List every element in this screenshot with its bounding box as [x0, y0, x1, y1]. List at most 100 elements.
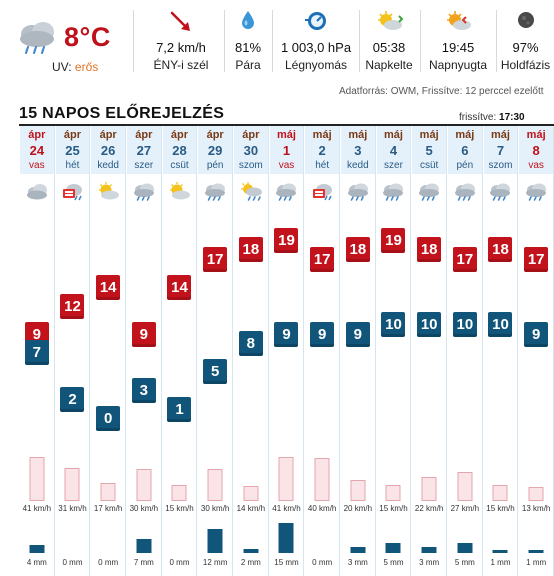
- forecast-day-column[interactable]: máj 8 vas 17 9 13 km/h 1 mm: [518, 126, 554, 576]
- humidity-value: 81%: [234, 40, 262, 55]
- rain-cloud-icon: [205, 183, 226, 201]
- rain-cloud-icon: [454, 183, 475, 201]
- updated-label: frissítve:: [459, 112, 497, 123]
- date-header: [519, 126, 553, 174]
- forecast-day-column[interactable]: ápr 24 vas 9 7 41 km/h 4 mm: [19, 126, 55, 576]
- forecast-weekday: szer: [134, 160, 154, 171]
- forecast-weekday: hét: [65, 160, 80, 171]
- low-temp-box: 10: [381, 312, 406, 338]
- forecast-month: ápr: [99, 129, 117, 141]
- forecast-day-column[interactable]: ápr 28 csüt 14 1 15 km/h 0 mm: [162, 126, 198, 576]
- uv-label: UV:: [52, 60, 72, 74]
- forecast-day-column[interactable]: máj 4 szer 19 10 15 km/h 5 mm: [376, 126, 412, 576]
- uv-value: erős: [74, 60, 99, 74]
- forecast-weekday: kedd: [97, 160, 119, 171]
- forecast-day-column[interactable]: ápr 30 szom 18 8 14 km/h 2 mm: [233, 126, 269, 576]
- forecast-weekday: pén: [456, 160, 474, 171]
- precipitation-label: 2 mm: [240, 558, 261, 567]
- column-divider: [445, 126, 447, 576]
- low-temp-box: 3: [131, 377, 156, 403]
- high-temp-box: 18: [417, 237, 442, 263]
- forecast-month: ápr: [206, 129, 224, 141]
- wind-speed-bar: [350, 479, 366, 501]
- column-divider: [303, 126, 305, 576]
- forecast-day-number: 30: [243, 143, 259, 158]
- forecast-day-number: 28: [172, 143, 187, 158]
- forecast-weekday: szom: [238, 160, 263, 171]
- forecast-weekday: vas: [528, 160, 544, 171]
- forecast-day-number: 6: [461, 143, 469, 158]
- wind-direction-arrow-icon: [170, 11, 190, 31]
- forecast-month: máj: [277, 129, 296, 141]
- precipitation-bar: [29, 545, 45, 553]
- divider: [224, 10, 225, 72]
- forecast-day-column[interactable]: máj 7 szom 18 10 15 km/h 1 mm: [483, 126, 519, 576]
- forecast-month: máj: [348, 129, 368, 141]
- sunrise-value: 05:38: [372, 40, 406, 55]
- forecast-day-column[interactable]: máj 5 csüt 18 10 22 km/h 3 mm: [411, 126, 447, 576]
- precipitation-label: 0 mm: [169, 558, 190, 567]
- wind-speed-label: 17 km/h: [93, 504, 123, 513]
- forecast-day-column[interactable]: máj 1 vas 19 9 41 km/h 15 mm: [269, 126, 305, 576]
- date-header: [269, 126, 304, 174]
- wind-label: ÉNY-i szél: [153, 58, 209, 72]
- wind-value: 7,2 km/h: [156, 40, 206, 55]
- column-divider: [231, 126, 233, 576]
- rain-cloud-icon: [490, 183, 511, 201]
- forecast-weekday: kedd: [346, 160, 369, 171]
- low-temp-box: 10: [452, 312, 477, 338]
- precipitation-bar: [207, 529, 223, 553]
- column-divider: [481, 126, 483, 576]
- forecast-weekday: pén: [206, 160, 224, 171]
- date-header: [376, 126, 411, 174]
- sunset-cell: 19:45 Napnyugta: [421, 0, 495, 80]
- wind-speed-label: 14 km/h: [236, 504, 266, 513]
- wind-speed-bar: [243, 485, 259, 501]
- date-header: [55, 126, 90, 174]
- date-header: [91, 126, 125, 174]
- column-divider: [410, 126, 412, 576]
- date-header: [483, 126, 518, 174]
- high-temp-box: 17: [524, 246, 549, 272]
- precipitation-label: 0 mm: [312, 558, 333, 567]
- forecast-day-number: 27: [136, 143, 152, 158]
- wind-speed-bar: [385, 484, 401, 501]
- low-temp-box: 9: [345, 321, 370, 347]
- rain-cloud-icon: [276, 183, 297, 201]
- column-divider: [89, 126, 91, 576]
- wind-speed-label: 40 km/h: [307, 504, 337, 513]
- high-temp-box: 19: [381, 228, 406, 253]
- wind-speed-bar: [207, 468, 223, 501]
- forecast-day-number: 4: [389, 143, 398, 158]
- low-temp-box: 10: [488, 312, 513, 338]
- wind-speed-label: 13 km/h: [521, 504, 551, 513]
- wind-speed-label: 15 km/h: [379, 504, 408, 513]
- rain-cloud-icon: [347, 183, 368, 201]
- humidity-label: Pára: [235, 58, 261, 72]
- sunrise-cell: 05:38 Napkelte: [360, 0, 418, 80]
- wind-speed-label: 31 km/h: [58, 504, 87, 513]
- forecast-day-column[interactable]: ápr 26 kedd 14 0 17 km/h 0 mm: [90, 126, 126, 576]
- moon-phase-label: Holdfázis: [500, 58, 551, 72]
- wind-speed-bar: [492, 484, 508, 501]
- forecast-day-number: 8: [532, 143, 540, 158]
- high-temp-box: 18: [488, 237, 513, 263]
- forecast-day-column[interactable]: máj 6 pén 17 10 27 km/h 5 mm: [447, 126, 483, 576]
- column-divider: [124, 126, 126, 576]
- forecast-day-column[interactable]: máj 2 hét 17 9 40 km/h 0 mm: [304, 126, 340, 576]
- column-divider: [338, 126, 340, 576]
- wind-speed-label: 41 km/h: [272, 504, 301, 513]
- high-temp-box: 14: [96, 274, 121, 300]
- wind-speed-label: 30 km/h: [129, 504, 159, 513]
- cloudy-icon: [26, 184, 47, 200]
- sunset-label: Napnyugta: [428, 58, 488, 72]
- forecast-month: ápr: [135, 129, 153, 141]
- forecast-day-column[interactable]: ápr 29 pén 17 5 30 km/h 12 mm: [197, 126, 233, 576]
- forecast-day-column[interactable]: ápr 25 hét 12 2 31 km/h 0 mm: [55, 126, 91, 576]
- forecast-day-column[interactable]: máj 3 kedd 18 9 20 km/h 3 mm: [340, 126, 376, 576]
- precipitation-label: 15 mm: [274, 558, 299, 567]
- forecast-weekday: szer: [384, 160, 403, 171]
- wind-speed-bar: [100, 482, 116, 501]
- divider: [496, 10, 497, 72]
- forecast-day-column[interactable]: ápr 27 szer 9 3 30 km/h 7 mm: [126, 126, 162, 576]
